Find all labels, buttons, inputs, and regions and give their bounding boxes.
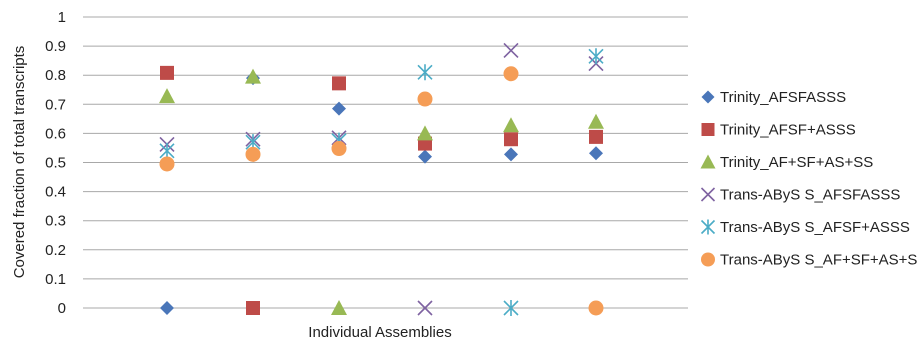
y-axis-ticks: 0 0.1 0.2 0.3 0.4 0.5 0.6 0.7 0.8 0.9 1 (45, 9, 66, 317)
data-point (588, 48, 604, 65)
data-point (159, 142, 175, 159)
legend-marker (701, 90, 715, 104)
legend-marker (700, 187, 716, 202)
data-point (588, 113, 604, 129)
legend-marker (700, 219, 716, 235)
grid-lines (83, 16, 688, 309)
legend-entry: Trans-AByS S_AFSFASSS (720, 187, 900, 204)
data-points (159, 42, 604, 316)
data-point (417, 91, 433, 107)
legend-marker (700, 154, 716, 169)
legend-marker (701, 123, 715, 136)
data-point (504, 132, 518, 147)
x-axis-label: Individual Assemblies (308, 324, 451, 341)
data-point (589, 146, 603, 161)
y-tick-label: 0.8 (45, 67, 66, 84)
data-point (332, 76, 346, 91)
legend-entry: Trinity_AF+SF+AS+SS (720, 154, 873, 171)
data-point (331, 141, 347, 157)
legend-entry: Trinity_AFSF+ASSS (720, 122, 856, 139)
data-point (159, 156, 175, 172)
data-point (588, 300, 604, 316)
data-point (332, 101, 346, 116)
data-point (246, 301, 260, 315)
data-point (589, 129, 603, 144)
y-tick-label: 0.6 (45, 125, 66, 142)
y-tick-label: 0.3 (45, 213, 66, 230)
data-point (503, 117, 519, 133)
data-point (503, 300, 519, 316)
legend-entry: Trans-AByS S_AFSF+ASSS (720, 219, 910, 236)
y-tick-label: 0.1 (45, 271, 66, 288)
legend-entry: Trans-AByS S_AF+SF+AS+SS (720, 252, 917, 269)
y-axis-label: Covered fraction of total transcripts (11, 46, 28, 279)
data-point (503, 42, 519, 59)
y-tick-label: 0.2 (45, 242, 66, 259)
data-point (417, 125, 433, 141)
y-tick-label: 0.9 (45, 38, 66, 55)
y-tick-label: 0.5 (45, 155, 66, 172)
data-point (504, 147, 518, 162)
data-point (160, 301, 174, 315)
y-tick-label: 0.4 (45, 184, 66, 201)
data-point (418, 149, 432, 164)
legend-entry: Trinity_AFSFASSS (720, 89, 846, 106)
legend: Trinity_AFSFASSS Trinity_AFSF+ASSS Trinity… (700, 89, 917, 269)
legend-marker (701, 252, 715, 267)
data-point (245, 68, 261, 84)
y-tick-label: 1 (58, 9, 66, 26)
data-point (159, 88, 175, 104)
y-tick-label: 0 (58, 300, 66, 317)
data-point (417, 64, 433, 81)
data-point (245, 146, 261, 162)
y-tick-label: 0.7 (45, 96, 66, 113)
data-point (331, 300, 347, 315)
data-point (160, 65, 174, 80)
data-point (503, 66, 519, 82)
data-point (417, 300, 433, 316)
